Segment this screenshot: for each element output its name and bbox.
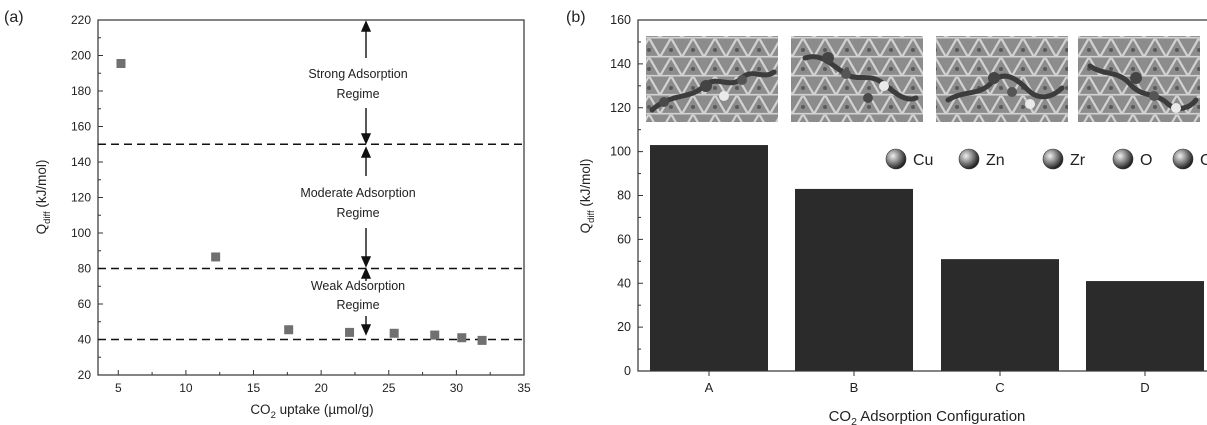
y-tick-label-a: 100 <box>71 226 91 240</box>
regime-boundaries <box>98 143 524 341</box>
legend-label-zn: Zn <box>986 152 1005 169</box>
scatter-points <box>116 58 487 345</box>
panel-a-label: (a) <box>4 9 24 26</box>
bar-c <box>941 259 1059 371</box>
y-tick-label-a: 40 <box>78 333 92 347</box>
structure-image-c <box>936 36 1068 122</box>
y-axis-ticks-b: 0 20 40 60 80 100 120 140 160 <box>610 13 643 378</box>
data-point <box>389 328 399 338</box>
y-tick-label-a: 200 <box>71 49 91 63</box>
x-tick-label-b: C <box>995 380 1004 395</box>
data-point <box>116 58 126 68</box>
y-tick-label-a: 60 <box>78 297 92 311</box>
y-tick-label-b: 0 <box>624 364 631 378</box>
y-tick-label-b: 20 <box>617 320 631 334</box>
panel-b: (b) 0 20 40 60 80 100 120 140 160 <box>566 9 1207 425</box>
y-tick-label-a: 180 <box>71 84 91 98</box>
legend-label-o: O <box>1140 152 1152 169</box>
legend-label-zr: Zr <box>1070 152 1086 169</box>
moderate-regime-label-2: Regime <box>336 206 379 220</box>
y-tick-label-a: 80 <box>78 262 92 276</box>
legend-atom-zn-icon <box>958 148 980 170</box>
bar-b <box>795 188 913 371</box>
structure-image-b <box>791 36 923 122</box>
y-tick-label-b: 140 <box>610 57 631 71</box>
y-tick-label-b: 160 <box>610 13 631 27</box>
panel-b-label: (b) <box>566 9 586 26</box>
y-tick-label-a: 160 <box>71 120 91 134</box>
plot-frame-b <box>637 19 1207 372</box>
strong-regime-label: Strong Adsorption <box>308 67 407 81</box>
structure-image-a <box>646 36 778 122</box>
y-tick-label-b: 80 <box>617 189 631 203</box>
y-axis-label-b: Qdiff (kJ/mol) <box>578 159 597 234</box>
y-tick-label-b: 40 <box>617 276 631 290</box>
y-tick-label-b: 60 <box>617 232 631 246</box>
data-point <box>457 333 467 343</box>
structure-images <box>646 36 1200 122</box>
x-tick-label-a: 20 <box>314 381 328 395</box>
weak-regime-label-2: Regime <box>336 298 379 312</box>
data-point <box>211 252 221 262</box>
bar-d <box>1086 281 1204 371</box>
y-tick-label-a: 20 <box>78 368 92 382</box>
regime-arrows <box>360 20 372 336</box>
legend-label-cu: Cu <box>913 152 933 169</box>
regime-labels: Strong Adsorption Regime Moderate Adsorp… <box>300 67 415 312</box>
y-tick-label-a: 220 <box>71 13 91 27</box>
weak-regime-label: Weak Adsorption <box>311 279 405 293</box>
data-point <box>477 335 487 345</box>
legend-atom-zr-icon <box>1042 148 1064 170</box>
legend-atom-o-icon <box>1112 148 1134 170</box>
y-axis-label-a: Qdiff (kJ/mol) <box>34 160 53 235</box>
data-point <box>430 330 440 340</box>
panel-a: (a) 20 40 60 80 100 120 140 160 180 200 220 5 10 15 2… <box>4 9 531 421</box>
x-axis-label-b: CO2 Adsorption Configuration <box>829 408 1026 425</box>
y-axis-ticks-a: 20 40 60 80 100 120 140 160 180 200 220 <box>71 13 103 382</box>
legend-label-c: C <box>1200 152 1207 169</box>
x-tick-label-b: B <box>850 380 859 395</box>
x-tick-label-a: 10 <box>179 381 193 395</box>
x-axis-ticks-a: 5 10 15 20 25 30 35 <box>115 370 531 395</box>
x-tick-label-a: 5 <box>115 381 122 395</box>
x-tick-label-a: 30 <box>450 381 464 395</box>
strong-regime-label-2: Regime <box>336 87 379 101</box>
legend-atom-cu-icon <box>885 148 907 170</box>
data-point <box>345 327 355 337</box>
y-tick-label-a: 140 <box>71 155 91 169</box>
legend-atom-c-icon <box>1172 148 1194 170</box>
y-tick-label-a: 120 <box>71 191 91 205</box>
structure-image-d <box>1078 36 1200 122</box>
x-axis-label-a: CO2 uptake (µmol/g) <box>250 402 373 421</box>
data-point <box>284 325 294 335</box>
x-tick-label-b: A <box>705 380 714 395</box>
y-tick-label-b: 100 <box>610 145 631 159</box>
x-axis-ticks-b: A B C D <box>705 371 1150 395</box>
x-tick-label-b: D <box>1140 380 1149 395</box>
y-tick-label-b: 120 <box>610 101 631 115</box>
bars <box>650 145 1204 371</box>
x-tick-label-a: 35 <box>517 381 531 395</box>
bar-a <box>650 145 768 371</box>
x-tick-label-a: 15 <box>247 381 261 395</box>
legend: Cu Zn Zr O C <box>885 148 1207 170</box>
x-tick-label-a: 25 <box>382 381 396 395</box>
moderate-regime-label: Moderate Adsorption <box>300 186 415 200</box>
